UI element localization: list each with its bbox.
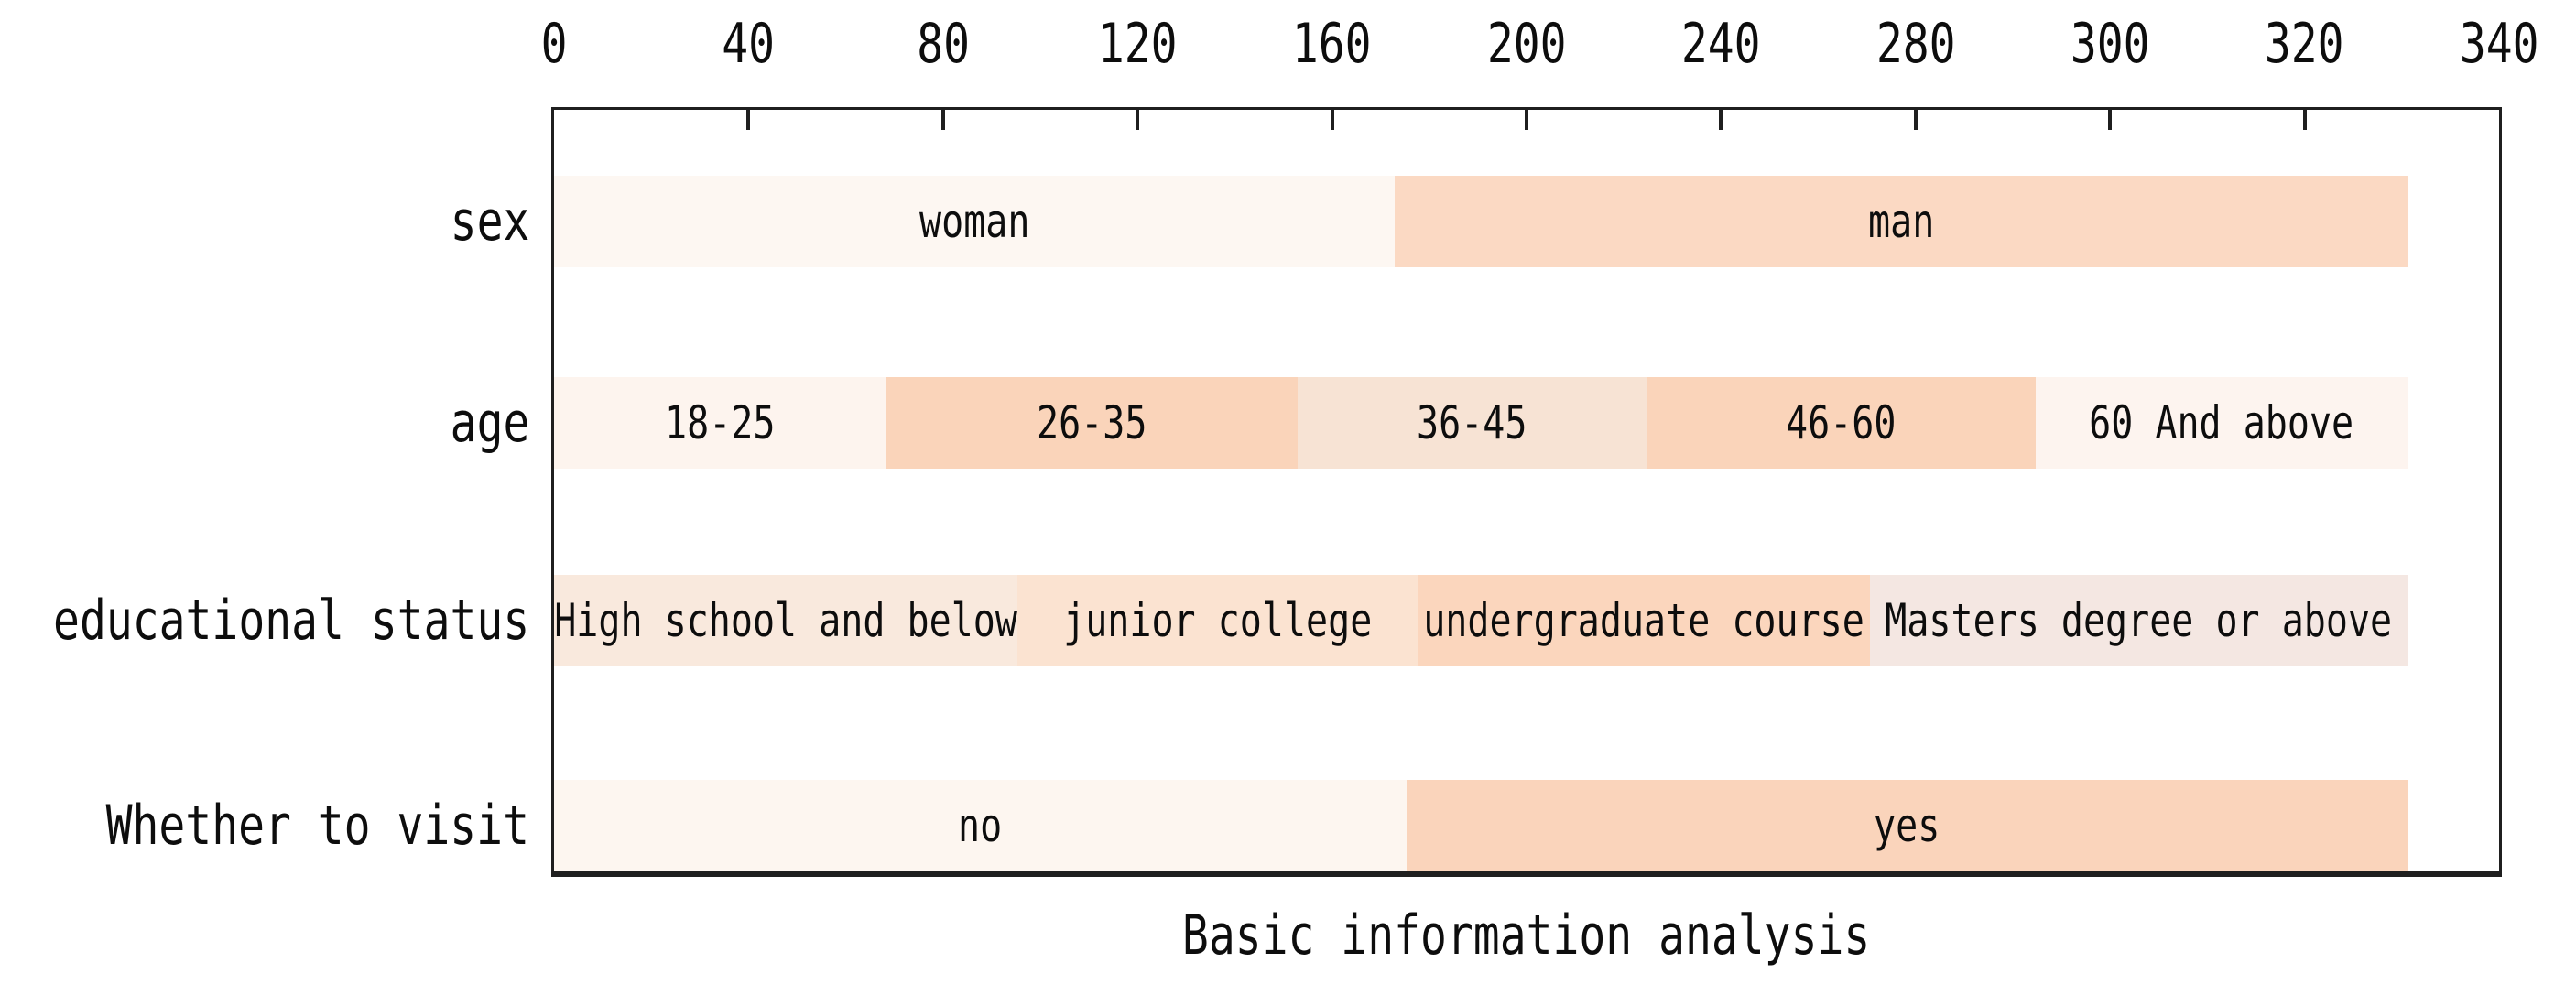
bar-row: 18-25 26-35 36-45 46-60 60 And above <box>554 377 2499 469</box>
y-axis-label-text: sex <box>450 189 529 254</box>
bar-segment-label: 18-25 <box>664 396 776 449</box>
bar-row: woman man <box>554 176 2499 267</box>
bar-segment-label: Masters degree or above <box>1885 594 2393 647</box>
x-axis-tick-text: 320 <box>2265 12 2344 76</box>
x-axis-tick-text: 40 <box>722 12 776 76</box>
x-axis-tick-text: 280 <box>1875 12 1956 76</box>
bar-segment-label: no <box>958 799 1003 852</box>
x-axis-tick-label: 300 <box>1991 11 2229 77</box>
y-axis-label-text: age <box>450 391 529 455</box>
x-axis-tick-text: 120 <box>1097 12 1178 76</box>
x-axis-tick-text: 340 <box>2459 12 2539 76</box>
y-axis-label: sex <box>0 185 529 258</box>
y-axis-label: age <box>0 386 529 460</box>
bar-segment-label: woman <box>918 195 1030 248</box>
x-tick-mark <box>940 110 945 130</box>
bar-segment: undergraduate course <box>1418 575 1870 666</box>
x-axis-tick-label: 80 <box>824 11 1062 77</box>
y-axis-label: Whether to visit <box>0 789 529 862</box>
x-axis-tick-text: 240 <box>1681 12 1761 76</box>
plot-area: woman man 18-25 26-35 36-45 46-60 60 And above… <box>551 107 2502 877</box>
x-tick-mark <box>2302 110 2307 130</box>
bar-segment: yes <box>1406 780 2408 871</box>
x-axis-tick-text: 80 <box>916 12 970 76</box>
bar-segment: man <box>1395 176 2408 267</box>
x-tick-mark <box>1330 110 1334 130</box>
bar-segment: 36-45 <box>1298 377 1647 469</box>
bar-segment: 26-35 <box>886 377 1299 469</box>
x-axis-tick-label: 160 <box>1213 11 1451 77</box>
bar-segment-label: junior college <box>1063 594 1373 647</box>
bar-segment-label: 36-45 <box>1417 396 1527 449</box>
bar-segment-label: undergraduate course <box>1423 594 1864 647</box>
x-axis-tick-label: 200 <box>1408 11 1646 77</box>
y-axis-label-text: educational status <box>52 589 529 653</box>
bar-segment-label: High school and below <box>554 594 1017 647</box>
bar-segment: woman <box>554 176 1396 267</box>
y-axis-label: educational status <box>0 584 529 657</box>
bar-segment-label: 46-60 <box>1786 396 1897 449</box>
x-axis-tick-label: 40 <box>629 11 867 77</box>
x-axis-tick-text: 160 <box>1292 12 1372 76</box>
x-axis-tick-label: 320 <box>2186 11 2424 77</box>
x-axis-tick-label: 340 <box>2380 11 2576 77</box>
x-axis-tick-text: 200 <box>1486 12 1567 76</box>
x-tick-mark <box>1913 110 1918 130</box>
x-tick-mark <box>1719 110 1723 130</box>
bar-row: no yes <box>554 780 2499 871</box>
x-tick-mark <box>1136 110 1140 130</box>
bar-segment: 46-60 <box>1647 377 2036 469</box>
bar-segment: High school and below <box>554 575 1017 666</box>
bar-segment-label: 26-35 <box>1037 396 1147 449</box>
x-axis-tick-label: 240 <box>1602 11 1840 77</box>
x-tick-mark <box>1525 110 1528 130</box>
x-tick-mark <box>746 110 751 130</box>
x-axis-tick-text: 300 <box>2070 12 2150 76</box>
bar-segment: 18-25 <box>554 377 886 469</box>
x-tick-mark <box>2108 110 2113 130</box>
x-axis-tick-label: 120 <box>1018 11 1256 77</box>
bar-segment: 60 And above <box>2035 377 2408 469</box>
x-axis-tick-label: 0 <box>435 11 673 77</box>
chart-title: Basic information analysis <box>551 899 2502 972</box>
bar-row: High school and below junior college under… <box>554 575 2499 666</box>
bar-segment-label: 60 And above <box>2089 396 2354 449</box>
bar-segment: junior college <box>1017 575 1418 666</box>
x-axis-tick-label: 280 <box>1797 11 2035 77</box>
bar-segment-label: man <box>1868 195 1935 248</box>
x-axis-tick-text: 0 <box>540 12 568 76</box>
bar-segment: Masters degree or above <box>1869 575 2408 666</box>
bar-segment: no <box>554 780 1407 871</box>
bar-segment-label: yes <box>1874 799 1940 852</box>
y-axis-label-text: Whether to visit <box>105 794 529 858</box>
chart-title-text: Basic information analysis <box>1182 903 1871 968</box>
